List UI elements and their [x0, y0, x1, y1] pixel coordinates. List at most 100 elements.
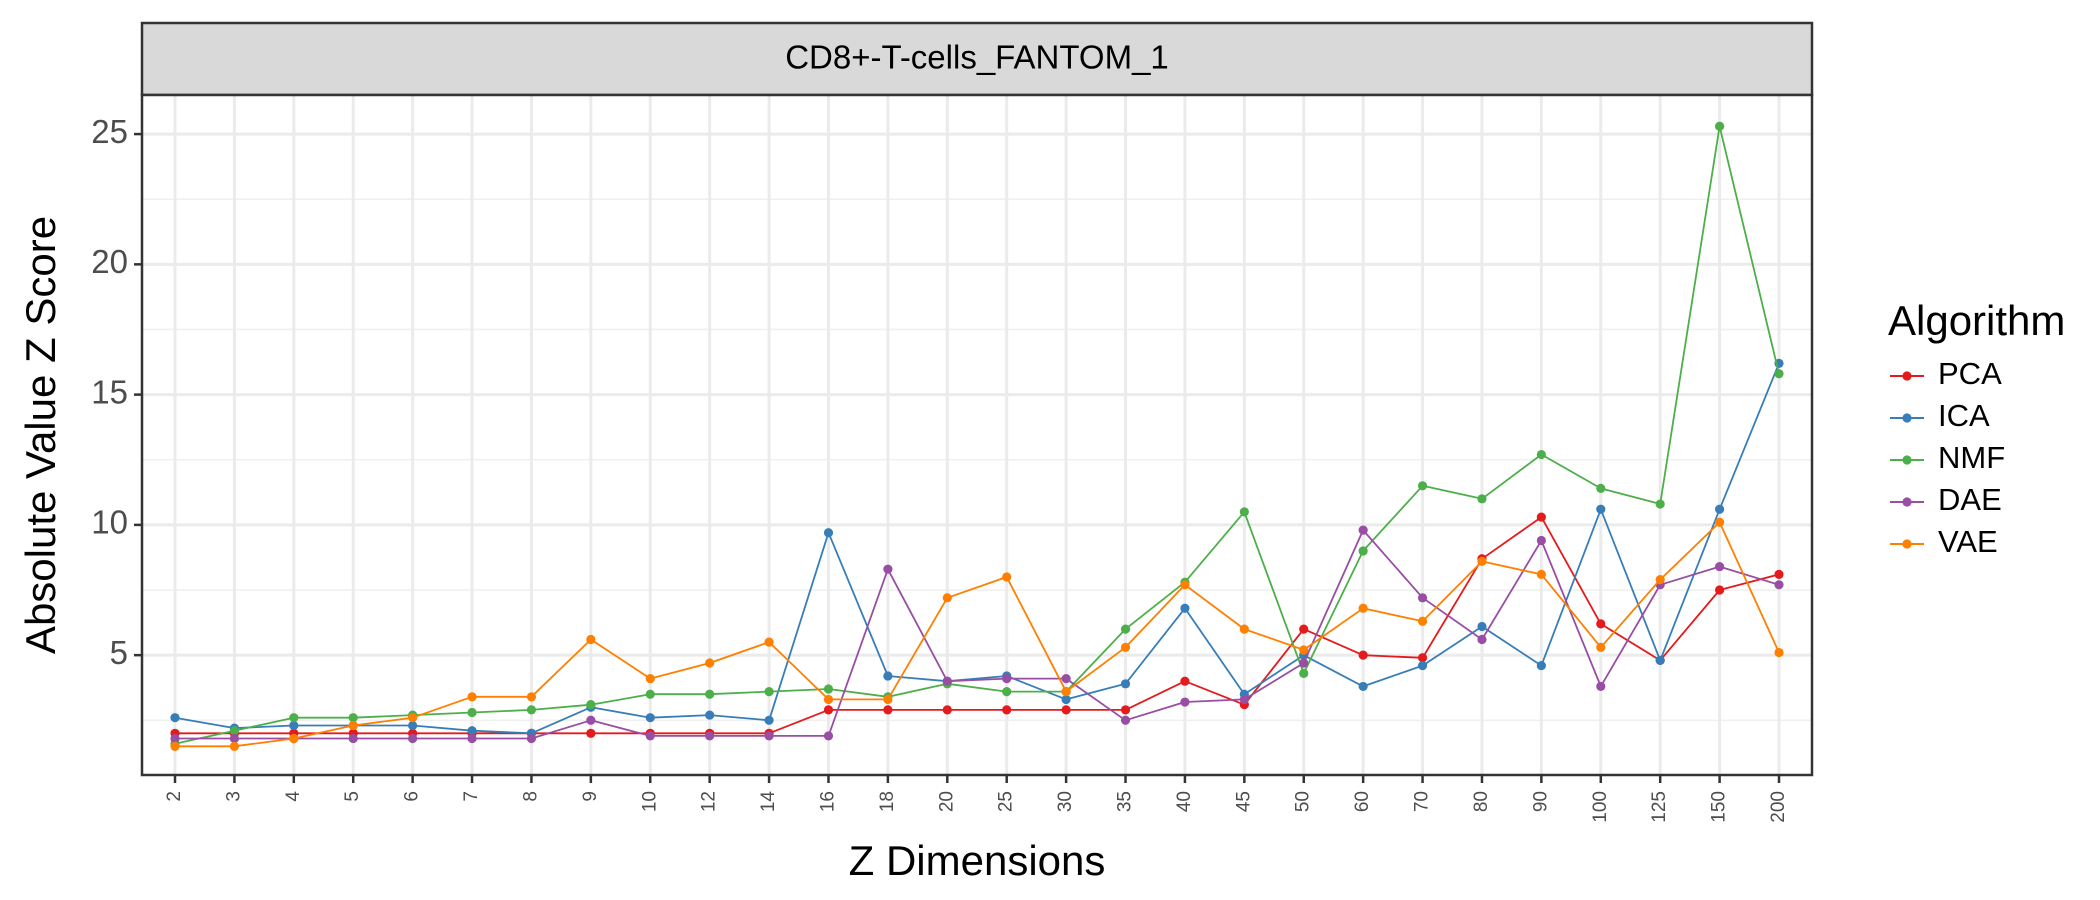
data-point-dae	[1120, 715, 1131, 725]
data-point-dae	[170, 733, 180, 744]
data-point-ica	[764, 715, 774, 725]
data-point-pca	[1002, 705, 1012, 715]
x-tick-label: 14	[758, 791, 779, 813]
data-point-pca	[1061, 705, 1071, 715]
x-tick-label: 60	[1352, 791, 1373, 812]
data-point-nmf	[1596, 483, 1606, 494]
data-point-ica	[467, 726, 477, 736]
legend-label: ICA	[1938, 398, 1990, 433]
x-tick-label: 5	[342, 791, 363, 802]
x-tick-label: 20	[936, 791, 957, 812]
data-point-ica	[170, 713, 180, 723]
y-tick-label: 25	[91, 113, 128, 150]
data-point-pca	[1596, 619, 1606, 629]
data-point-dae	[1536, 535, 1546, 546]
data-point-dae	[1596, 681, 1606, 692]
data-point-ica	[1655, 655, 1665, 665]
data-point-vae	[1358, 603, 1368, 613]
data-point-dae	[229, 733, 240, 744]
data-point-dae	[705, 731, 715, 741]
legend-item-pca: PCA	[1890, 356, 2002, 391]
data-point-vae	[1299, 645, 1309, 655]
data-point-ica	[1714, 504, 1725, 514]
data-point-nmf	[1002, 687, 1012, 697]
data-point-vae	[1714, 517, 1725, 527]
data-point-vae	[1596, 642, 1606, 652]
legend-label: DAE	[1938, 482, 2002, 517]
data-point-vae	[764, 637, 774, 647]
x-tick-label: 6	[402, 791, 423, 802]
x-tick-label: 9	[580, 791, 601, 802]
data-point-ica	[289, 720, 299, 731]
legend-item-vae: VAE	[1890, 524, 1998, 559]
legend-label: PCA	[1938, 356, 2002, 391]
data-point-nmf	[1655, 499, 1665, 509]
data-point-vae	[1180, 580, 1190, 590]
y-axis-title: Absolute Value Z Score	[17, 216, 64, 654]
x-tick-label: 125	[1649, 791, 1670, 823]
series-line-vae	[175, 521, 1780, 748]
facet-strip-background	[140, 21, 1814, 97]
data-point-dae	[1061, 674, 1071, 684]
data-point-ica	[705, 710, 715, 720]
data-point-vae	[1417, 616, 1428, 626]
series-line-dae	[175, 529, 1780, 740]
data-point-dae	[1299, 658, 1309, 668]
data-point-vae	[1774, 647, 1784, 658]
data-point-ica	[1477, 621, 1487, 632]
data-point-nmf	[526, 705, 537, 715]
data-point-vae	[1477, 556, 1487, 566]
y-tick-label: 10	[91, 504, 128, 541]
legend-key-point	[1902, 371, 1912, 381]
x-tick-label: 3	[223, 791, 244, 802]
data-point-vae	[1120, 642, 1131, 652]
data-point-nmf	[645, 689, 655, 699]
x-tick-label: 4	[283, 791, 304, 802]
data-point-dae	[408, 733, 418, 744]
data-point-nmf	[1358, 546, 1368, 556]
data-point-nmf	[705, 689, 715, 699]
data-point-nmf	[1477, 494, 1487, 504]
series-line-nmf	[174, 125, 1780, 745]
legend-title: Algorithm	[1888, 297, 2065, 344]
data-point-dae	[1774, 580, 1784, 590]
x-tick-label: 25	[996, 791, 1017, 812]
x-tick-label: 150	[1709, 791, 1730, 823]
x-tick-label: 45	[1233, 791, 1254, 812]
x-tick-label: 30	[1055, 791, 1076, 812]
data-point-dae	[645, 731, 655, 741]
data-point-nmf	[764, 687, 774, 697]
series-line-pca	[175, 516, 1780, 735]
data-point-ica	[1536, 660, 1546, 671]
data-point-ica	[1358, 681, 1368, 692]
data-point-vae	[170, 741, 180, 751]
data-point-vae	[1536, 569, 1546, 579]
data-point-nmf	[586, 700, 596, 710]
x-axis-title: Z Dimensions	[849, 837, 1106, 884]
data-point-ica	[883, 671, 893, 681]
y-tick-label: 5	[110, 634, 128, 671]
data-point-vae	[1655, 574, 1665, 585]
data-point-ica	[1596, 504, 1606, 514]
data-point-nmf	[1239, 507, 1249, 517]
data-point-ica	[1061, 694, 1071, 705]
legend-key-point	[1902, 455, 1912, 465]
legend-item-nmf: NMF	[1890, 440, 2005, 475]
series-line-ica	[174, 363, 1780, 735]
legend-key-point	[1902, 539, 1912, 549]
data-point-vae	[586, 634, 596, 645]
data-point-nmf	[1774, 369, 1784, 379]
data-point-vae	[1239, 624, 1249, 634]
x-tick-label: 200	[1768, 791, 1789, 823]
data-point-pca	[586, 728, 596, 738]
data-point-pca	[1417, 653, 1428, 663]
data-point-dae	[1714, 561, 1725, 572]
legend-key-point	[1902, 413, 1912, 423]
data-point-vae	[408, 713, 418, 723]
legend-label: VAE	[1938, 524, 1998, 559]
y-tick-label: 15	[91, 373, 128, 410]
data-point-dae	[1417, 593, 1428, 603]
x-tick-label: 70	[1412, 791, 1433, 812]
facet-title: CD8+-T-cells_FANTOM_1	[785, 39, 1169, 76]
data-point-pca	[1774, 569, 1784, 579]
